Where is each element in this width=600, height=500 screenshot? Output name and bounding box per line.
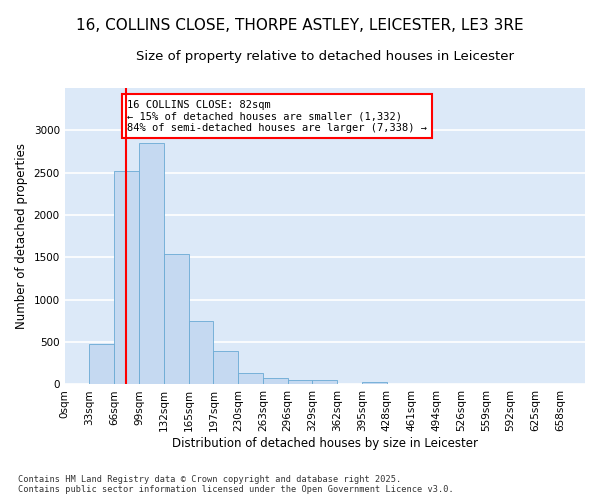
Text: 16 COLLINS CLOSE: 82sqm
← 15% of detached houses are smaller (1,332)
84% of semi: 16 COLLINS CLOSE: 82sqm ← 15% of detache… [127,100,427,133]
Bar [362,382,387,384]
Bar [214,352,238,384]
Y-axis label: Number of detached properties: Number of detached properties [15,143,28,329]
Bar [263,378,287,384]
Bar [139,143,164,384]
Bar [313,380,337,384]
Text: 16, COLLINS CLOSE, THORPE ASTLEY, LEICESTER, LE3 3RE: 16, COLLINS CLOSE, THORPE ASTLEY, LEICES… [76,18,524,32]
Bar [114,171,139,384]
Text: Contains HM Land Registry data © Crown copyright and database right 2025.
Contai: Contains HM Land Registry data © Crown c… [18,474,454,494]
Bar [287,380,313,384]
Title: Size of property relative to detached houses in Leicester: Size of property relative to detached ho… [136,50,514,63]
Bar [89,344,114,385]
Bar [238,372,263,384]
Bar [188,321,214,384]
X-axis label: Distribution of detached houses by size in Leicester: Distribution of detached houses by size … [172,437,478,450]
Bar [164,254,188,384]
